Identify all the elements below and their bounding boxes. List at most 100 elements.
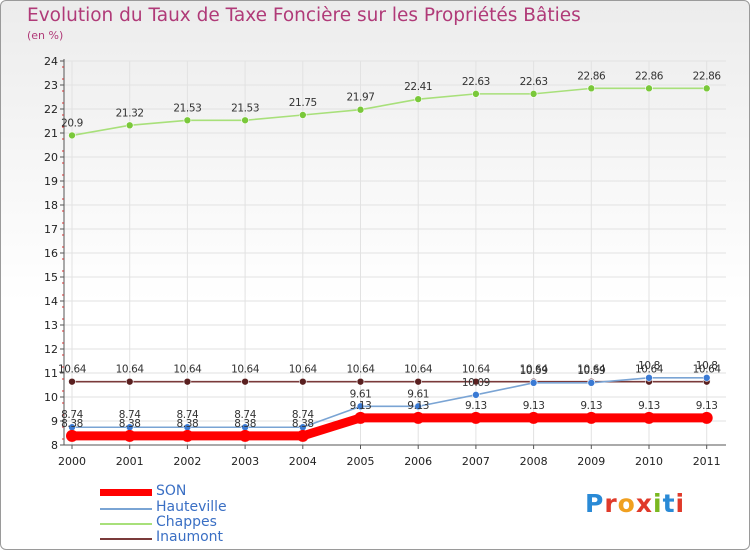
marker-hauteville xyxy=(472,391,480,399)
x-tick-label: 2001 xyxy=(116,455,144,468)
marker-chappes xyxy=(414,95,423,103)
marker-inaumont xyxy=(472,377,480,386)
legend-label-hauteville: Hauteville xyxy=(156,499,227,515)
marker-chappes xyxy=(587,84,596,93)
logo-letter: t xyxy=(662,489,676,518)
logo-letter: x xyxy=(635,489,653,518)
data-label-chappes: 21.97 xyxy=(346,92,374,104)
marker-chappes xyxy=(241,116,249,125)
legend-swatch-son xyxy=(100,489,152,496)
marker-chappes xyxy=(183,116,192,125)
data-label-son: 8.38 xyxy=(177,418,199,430)
marker-son xyxy=(123,429,136,442)
marker-inaumont xyxy=(298,377,307,386)
marker-chappes xyxy=(298,111,307,119)
data-label-chappes: 22.41 xyxy=(404,81,432,93)
x-tick-label: 2004 xyxy=(289,455,317,468)
x-tick-label: 2010 xyxy=(635,455,663,468)
marker-son xyxy=(527,411,540,424)
y-tick-label: 17 xyxy=(44,223,58,236)
data-label-hauteville: 10.09 xyxy=(462,377,490,389)
marker-hauteville xyxy=(356,402,365,411)
data-label-inaumont: 10.64 xyxy=(231,364,260,376)
data-label-son: 8.38 xyxy=(119,418,141,430)
marker-son xyxy=(585,411,598,424)
marker-inaumont xyxy=(68,377,76,386)
data-label-chappes: 22.63 xyxy=(520,76,548,88)
marker-chappes xyxy=(702,84,711,93)
data-label-inaumont: 10.64 xyxy=(289,364,318,376)
data-label-inaumont: 10.64 xyxy=(577,364,606,376)
chart-title: Evolution du Taux de Taxe Foncière sur l… xyxy=(27,5,581,26)
legend-swatch-hauteville xyxy=(100,508,152,510)
axes xyxy=(63,59,726,446)
marker-son xyxy=(181,429,194,442)
marker-inaumont xyxy=(241,377,249,386)
marker-hauteville xyxy=(702,373,711,382)
data-label-hauteville: 10.8 xyxy=(696,360,718,372)
x-tick-label: 2002 xyxy=(173,455,201,468)
data-label-chappes: 21.53 xyxy=(231,102,259,114)
data-label-chappes: 22.86 xyxy=(635,70,664,82)
data-labels: 20.9 21.32 21.53 21.53 21.75 21.97 22.41 22.63 2… xyxy=(58,70,722,430)
y-tick-label: 10 xyxy=(44,391,58,404)
data-label-inaumont: 10.64 xyxy=(58,364,87,376)
data-label-chappes: 21.75 xyxy=(289,97,317,109)
logo-letter: P xyxy=(585,489,605,518)
series-lines xyxy=(71,87,707,441)
data-label-son: 9.13 xyxy=(407,400,429,412)
data-label-son: 8.38 xyxy=(234,418,256,430)
data-label-inaumont: 10.64 xyxy=(635,364,664,376)
data-label-inaumont: 10.64 xyxy=(346,364,375,376)
y-tick-label: 9 xyxy=(51,415,58,428)
data-label-chappes: 22.63 xyxy=(462,76,490,88)
y-tick-label: 14 xyxy=(44,295,58,308)
marker-chappes xyxy=(68,131,76,140)
x-tick-label: 2008 xyxy=(520,455,548,468)
data-label-hauteville: 10.8 xyxy=(638,360,660,372)
legend-label-inaumont: Inaumont xyxy=(156,529,224,545)
data-label-inaumont: 10.64 xyxy=(404,364,433,376)
data-label-hauteville: 9.61 xyxy=(350,388,372,400)
data-label-hauteville: 10.59 xyxy=(577,365,605,377)
data-label-son: 9.13 xyxy=(580,400,602,412)
y-tick-label: 24 xyxy=(44,55,58,68)
marker-hauteville xyxy=(529,379,538,387)
legend-swatch-inaumont xyxy=(100,538,152,540)
data-label-chappes: 22.86 xyxy=(577,70,606,82)
x-axis-ticks: 2000 2001 2002 2003 2004 2005 2006 2007 2008 2009… xyxy=(58,445,721,468)
marker-son xyxy=(469,411,482,424)
data-label-hauteville: 8.74 xyxy=(292,409,314,421)
data-label-inaumont: 10.64 xyxy=(116,364,145,376)
y-tick-label: 22 xyxy=(44,103,58,116)
marker-son xyxy=(66,429,78,442)
grid-lines xyxy=(64,60,726,446)
y-tick-label: 23 xyxy=(44,79,58,92)
series-markers xyxy=(66,84,713,442)
data-label-chappes: 21.53 xyxy=(173,102,201,114)
data-label-hauteville: 10.59 xyxy=(520,365,548,377)
data-label-chappes: 21.32 xyxy=(116,107,144,119)
data-label-hauteville: 9.61 xyxy=(407,388,429,400)
data-label-son: 8.38 xyxy=(292,418,314,430)
data-label-hauteville: 8.74 xyxy=(234,409,256,421)
marker-chappes xyxy=(125,121,134,130)
data-label-inaumont: 10.64 xyxy=(462,364,491,376)
data-label-son: 8.38 xyxy=(61,418,83,430)
data-label-son: 9.13 xyxy=(523,400,545,412)
marker-inaumont xyxy=(183,377,192,386)
marker-hauteville xyxy=(587,379,596,387)
marker-inaumont xyxy=(356,377,365,386)
marker-son xyxy=(239,429,252,442)
marker-son xyxy=(412,411,425,424)
data-label-chappes: 22.86 xyxy=(693,70,722,82)
data-label-hauteville: 8.74 xyxy=(119,409,141,421)
x-tick-label: 2003 xyxy=(231,455,259,468)
data-label-inaumont: 10.64 xyxy=(520,364,549,376)
series-line-chappes xyxy=(71,87,707,137)
x-tick-label: 2006 xyxy=(404,455,432,468)
series-line-hauteville xyxy=(72,376,707,429)
data-label-inaumont: 10.64 xyxy=(693,364,722,376)
logo-letter: i xyxy=(653,489,663,518)
